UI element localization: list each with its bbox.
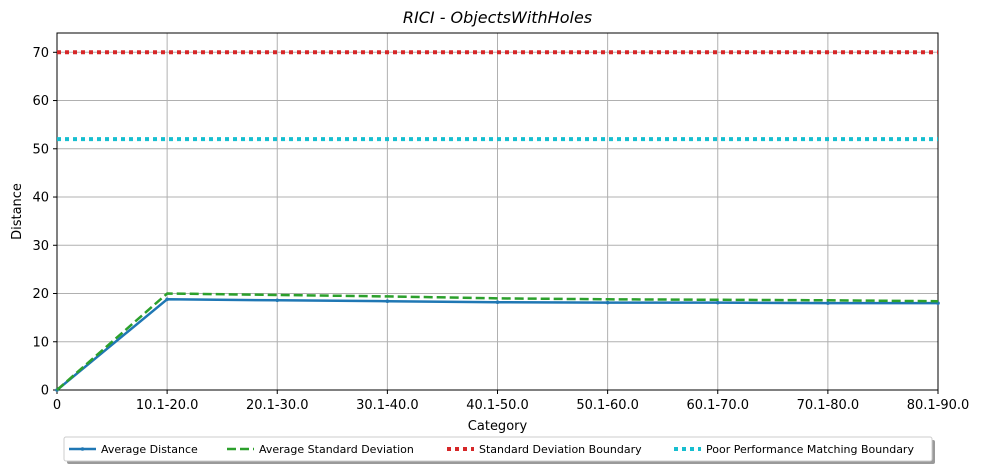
x-tick-label: 20.1-30.0 — [246, 398, 309, 413]
legend-label: Average Standard Deviation — [259, 443, 414, 456]
y-tick-label: 0 — [41, 384, 49, 399]
series-line-average-standard-deviation — [56, 292, 939, 391]
legend-box — [63, 436, 933, 462]
y-axis-ticks: 0 10 20 30 40 50 60 70 — [32, 46, 57, 399]
data-point — [165, 297, 169, 302]
legend-label: Standard Deviation Boundary — [479, 443, 642, 456]
x-tick-label: 10.1-20.0 — [136, 398, 199, 413]
x-tick-label: 40.1-50.0 — [466, 398, 529, 413]
data-point — [385, 299, 390, 304]
x-tick-label: 50.1-60.0 — [576, 398, 639, 413]
x-tick-label: 0 — [53, 398, 61, 413]
x-tick-label: 80.1-90.0 — [907, 398, 970, 413]
y-tick-label: 40 — [32, 191, 49, 206]
x-axis-title: Category — [468, 419, 528, 434]
y-tick-label: 10 — [32, 335, 49, 350]
grid — [56, 33, 939, 391]
data-point — [715, 300, 720, 305]
legend-marker — [80, 447, 85, 451]
series-lines — [55, 50, 940, 392]
legend: Average Distance Average Standard Deviati… — [63, 436, 935, 464]
data-point — [495, 300, 500, 304]
y-tick-label: 20 — [32, 287, 49, 302]
y-axis-title: Distance — [10, 183, 25, 240]
x-tick-label: 70.1-80.0 — [797, 398, 860, 413]
chart-title: RICI - ObjectsWithHoles — [403, 8, 592, 27]
y-tick-label: 30 — [32, 239, 49, 254]
y-tick-label: 50 — [32, 142, 49, 157]
x-axis-ticks: 0 10.1-20.0 20.1-30.0 30.1-40.0 40.1-50.0 50.… — [53, 390, 969, 413]
legend-label: Average Distance — [101, 443, 198, 456]
x-tick-label: 30.1-40.0 — [356, 398, 419, 413]
y-tick-label: 60 — [32, 94, 49, 109]
data-point — [275, 298, 280, 303]
data-point — [826, 301, 830, 305]
legend-label: Poor Performance Matching Boundary — [706, 443, 914, 456]
y-tick-label: 70 — [32, 46, 49, 61]
x-tick-label: 60.1-70.0 — [686, 398, 749, 413]
data-point — [605, 300, 610, 305]
